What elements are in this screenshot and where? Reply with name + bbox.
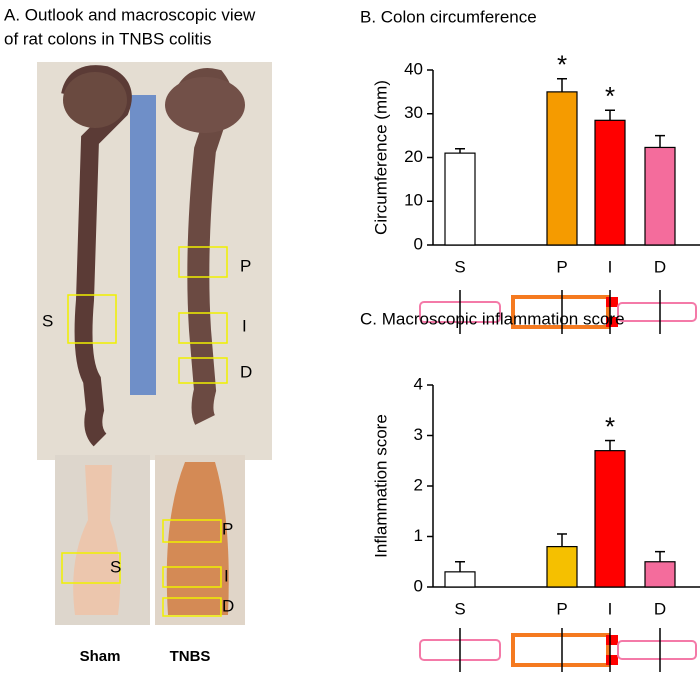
photo-bottom bbox=[55, 455, 245, 625]
bar bbox=[644, 561, 676, 588]
x-tick-label: S bbox=[454, 257, 465, 276]
bar bbox=[546, 91, 578, 246]
y-tick-label: 0 bbox=[414, 234, 423, 253]
region-label: P bbox=[222, 519, 233, 538]
region-box bbox=[178, 246, 228, 278]
y-tick-label: 2 bbox=[414, 475, 423, 494]
bar bbox=[546, 545, 578, 588]
y-tick-label: 0 bbox=[414, 576, 423, 595]
significance-marker: * bbox=[605, 411, 615, 441]
chart-title: C. Macroscopic inflammation score bbox=[360, 309, 625, 328]
y-axis-label: Circumference (mm) bbox=[371, 80, 390, 235]
x-tick-label: D bbox=[654, 599, 666, 618]
region-label: P bbox=[240, 256, 251, 275]
y-tick-label: 3 bbox=[414, 425, 423, 444]
x-tick-label: P bbox=[556, 599, 567, 618]
region-box bbox=[61, 552, 121, 584]
colon-schematic bbox=[419, 628, 697, 672]
tube bbox=[511, 295, 610, 329]
caption: TNBS bbox=[170, 648, 211, 665]
x-tick-label: I bbox=[608, 257, 613, 276]
region-label: I bbox=[242, 316, 247, 335]
region-label: D bbox=[240, 362, 252, 381]
panel-a-title: of rat colons in TNBS colitis bbox=[4, 29, 212, 48]
y-tick-label: 10 bbox=[404, 191, 423, 210]
y-tick-label: 40 bbox=[404, 59, 423, 78]
region-box bbox=[162, 597, 222, 617]
region-box bbox=[162, 566, 222, 588]
bar bbox=[594, 450, 626, 588]
caption: Sham bbox=[80, 648, 121, 665]
x-tick-label: D bbox=[654, 257, 666, 276]
region-label: S bbox=[42, 311, 53, 330]
constriction bbox=[606, 297, 618, 307]
region-box bbox=[67, 294, 117, 344]
colon-schematic bbox=[419, 290, 697, 334]
bar bbox=[444, 571, 476, 588]
x-tick-label: I bbox=[608, 599, 613, 618]
bar bbox=[644, 146, 676, 246]
tube bbox=[617, 640, 697, 660]
tube bbox=[511, 633, 610, 667]
y-tick-label: 4 bbox=[414, 374, 423, 393]
region-label: D bbox=[222, 596, 234, 615]
y-axis-label: Inflammation score bbox=[371, 414, 390, 558]
significance-marker: * bbox=[557, 50, 567, 80]
y-tick-label: 20 bbox=[404, 147, 423, 166]
region-box bbox=[162, 519, 222, 543]
constriction bbox=[606, 317, 618, 327]
y-tick-label: 1 bbox=[414, 526, 423, 545]
bar bbox=[594, 119, 626, 246]
region-label: I bbox=[224, 566, 229, 585]
tube bbox=[617, 302, 697, 322]
region-box bbox=[178, 312, 228, 344]
x-tick-label: S bbox=[454, 599, 465, 618]
x-tick-label: P bbox=[556, 257, 567, 276]
bar bbox=[444, 152, 476, 246]
constriction bbox=[606, 635, 618, 645]
significance-marker: * bbox=[605, 81, 615, 111]
panel-a-title: A. Outlook and macroscopic view bbox=[4, 5, 256, 24]
photo-top bbox=[37, 62, 272, 460]
region-label: S bbox=[110, 557, 121, 576]
region-box bbox=[178, 357, 228, 384]
constriction bbox=[606, 655, 618, 665]
y-tick-label: 30 bbox=[404, 103, 423, 122]
chart-title: B. Colon circumference bbox=[360, 7, 537, 26]
